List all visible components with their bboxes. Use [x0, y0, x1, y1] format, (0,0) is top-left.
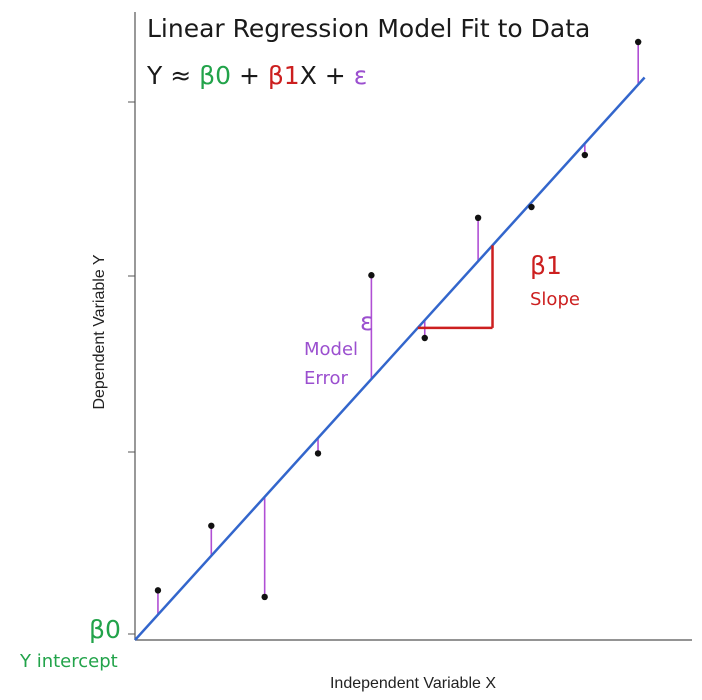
intercept-label: Y intercept: [19, 651, 118, 672]
data-point: [634, 38, 642, 46]
data-point: [368, 272, 375, 279]
data-point: [581, 151, 589, 159]
data-point: [528, 203, 535, 211]
equation-epsilon: ε: [354, 61, 368, 90]
y-axis-label: Dependent Variable Y: [91, 254, 108, 409]
data-point: [261, 593, 268, 601]
equation-x: X +: [300, 61, 354, 90]
axes: [128, 12, 692, 641]
error-label-model: Model: [304, 339, 358, 360]
error-label-error: Error: [304, 368, 348, 389]
error-symbol: ε: [360, 307, 374, 336]
data-point: [421, 334, 428, 342]
model-equation: Y ≈ β0 + β1X + ε: [146, 61, 367, 90]
data-point: [314, 450, 322, 457]
equation-y: Y ≈: [146, 61, 199, 90]
data-point: [474, 214, 482, 222]
slope-triangle: [417, 245, 494, 330]
slope-symbol: β1: [530, 251, 562, 280]
regression-line: [134, 76, 646, 641]
data-point: [208, 522, 215, 529]
residual-lines: [157, 42, 639, 615]
equation-plus: +: [231, 61, 268, 90]
data-points: [154, 38, 642, 601]
equation-beta0: β0: [199, 61, 231, 90]
x-axis-label: Independent Variable X: [330, 675, 496, 692]
slope-label: Slope: [530, 289, 580, 310]
intercept-symbol: β0: [89, 615, 121, 644]
equation-beta1: β1: [268, 61, 300, 90]
chart-title: Linear Regression Model Fit to Data: [147, 14, 590, 43]
data-point: [154, 587, 162, 594]
